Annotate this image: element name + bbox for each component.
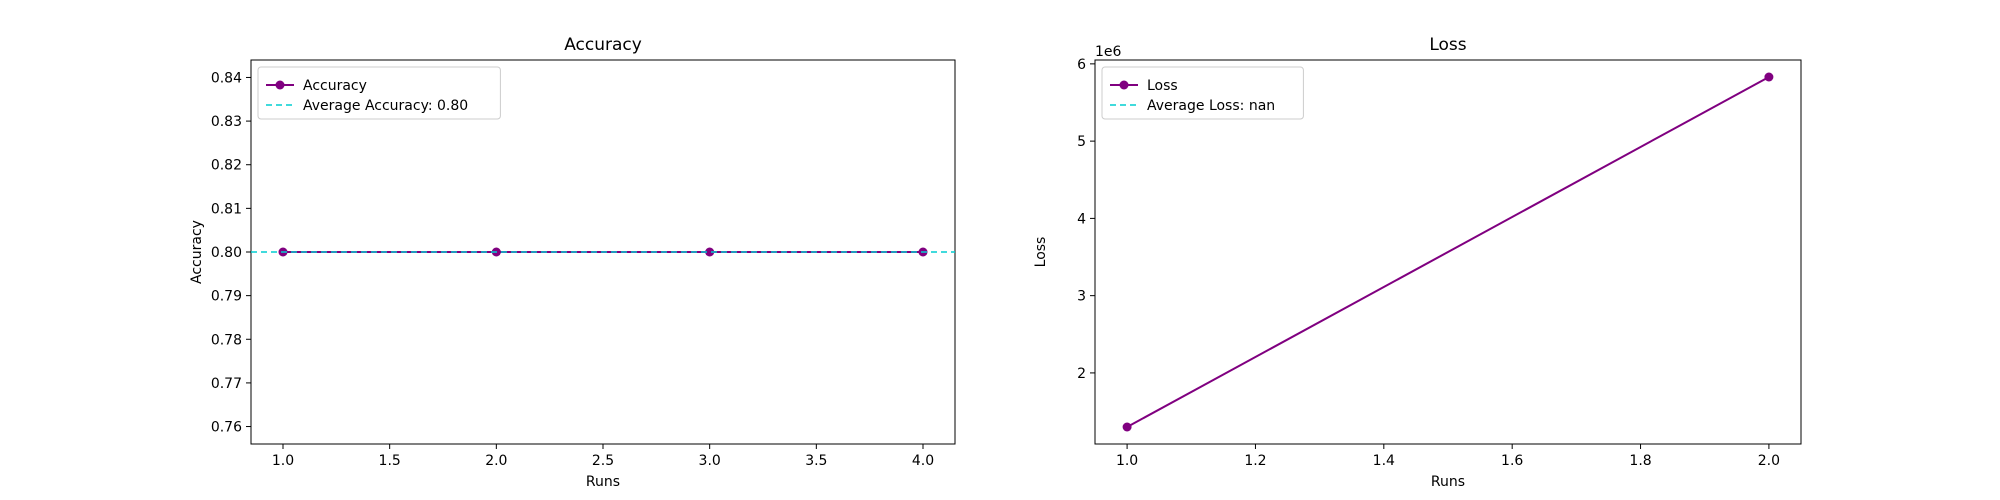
x-tick-label: 4.0 — [912, 453, 934, 469]
y-tick-label: 0.77 — [211, 376, 242, 392]
x-tick-label: 1.6 — [1501, 453, 1523, 469]
y-tick-label: 0.83 — [211, 114, 242, 130]
legend: Accuracy Average Accuracy: 0.80 — [257, 66, 501, 120]
x-axis-label: Runs — [1431, 474, 1465, 490]
axes-frame — [1094, 59, 1802, 445]
x-tick-label: 2.5 — [592, 453, 614, 469]
plot-area — [1122, 72, 1774, 432]
y-tick-label: 0.76 — [211, 420, 242, 436]
data-point — [705, 247, 715, 257]
x-tick-label: 2.0 — [485, 453, 507, 469]
x-tick-label: 1.2 — [1244, 453, 1266, 469]
y-tick-label: 6 — [1077, 57, 1086, 73]
x-tick-label: 1.0 — [1116, 453, 1138, 469]
x-tick-label: 3.5 — [805, 453, 827, 469]
y-axis-label: Loss — [1033, 237, 1049, 268]
plot-area — [251, 247, 955, 257]
legend-box — [257, 66, 501, 120]
x-tick-label: 1.8 — [1629, 453, 1651, 469]
y-tick-label: 0.82 — [211, 158, 242, 174]
y-tick-label: 0.78 — [211, 332, 242, 348]
subplot-1: Accuracy 1.0 1.5 2.0 2.5 3.0 3.5 4.0 0.76 0.77 0.7… — [189, 35, 956, 490]
series-line — [1126, 76, 1770, 428]
x-tick-label: 2.0 — [1758, 453, 1780, 469]
legend-label: Average Accuracy: 0.80 — [303, 98, 468, 114]
legend-label: Accuracy — [303, 78, 367, 94]
x-axis-label: Runs — [586, 474, 620, 490]
legend-marker-swatch — [1119, 80, 1129, 90]
y-tick-label: 0.81 — [211, 201, 242, 217]
legend-box — [1101, 66, 1304, 120]
x-tick-label: 1.0 — [272, 453, 294, 469]
y-tick-label: 0.84 — [211, 70, 242, 86]
legend: Loss Average Loss: nan — [1101, 66, 1304, 120]
chart-title: Accuracy — [564, 35, 642, 55]
x-tick-label: 1.4 — [1373, 453, 1395, 469]
data-point — [1122, 422, 1132, 432]
y-tick-label: 0.79 — [211, 289, 242, 305]
x-tick-label: 3.0 — [699, 453, 721, 469]
y-tick-label: 3 — [1077, 289, 1086, 305]
y-tick-label: 4 — [1077, 211, 1086, 227]
x-tick-label: 1.5 — [379, 453, 401, 469]
y-tick-label: 5 — [1077, 134, 1086, 150]
chart-title: Loss — [1429, 35, 1466, 55]
legend-label: Loss — [1147, 78, 1178, 94]
legend-marker-swatch — [275, 80, 285, 90]
y-offset-label: 1e6 — [1095, 44, 1122, 60]
y-tick-label: 0.80 — [211, 245, 242, 261]
legend-label: Average Loss: nan — [1147, 98, 1275, 114]
y-axis-label: Accuracy — [189, 220, 205, 284]
y-tick-label: 2 — [1077, 366, 1086, 382]
data-point — [1764, 72, 1774, 82]
